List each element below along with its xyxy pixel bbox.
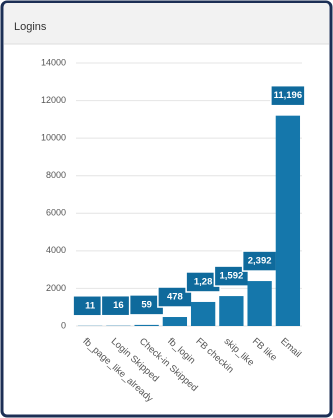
data-label: 1,28 <box>194 276 213 287</box>
data-label-box <box>213 265 250 287</box>
bar <box>247 281 272 326</box>
y-tick-label: 4000 <box>46 245 66 255</box>
data-label: 1,592 <box>219 271 243 282</box>
y-tick-label: 0 <box>61 320 66 330</box>
card-header <box>4 3 329 44</box>
data-label: 16 <box>113 300 124 311</box>
y-tick-label: 2000 <box>46 283 66 293</box>
bar <box>190 301 216 326</box>
y-tick-label: 8000 <box>46 170 66 180</box>
y-tick-label: 6000 <box>46 208 66 218</box>
y-tick-label: 12000 <box>41 95 66 105</box>
y-tick-label: 14000 <box>41 57 66 67</box>
data-label: 11 <box>85 300 96 311</box>
bar <box>275 115 301 326</box>
bar <box>219 296 244 326</box>
data-label: 11,196 <box>274 90 303 101</box>
data-label-box <box>157 286 193 308</box>
data-label: 478 <box>167 292 183 303</box>
data-label: 59 <box>141 299 152 310</box>
bar <box>134 324 159 326</box>
data-label-box <box>270 84 306 107</box>
data-label: 2,392 <box>248 256 272 267</box>
y-tick-label: 10000 <box>41 133 66 143</box>
chart-title: Logins <box>14 21 47 33</box>
bar <box>162 317 188 326</box>
